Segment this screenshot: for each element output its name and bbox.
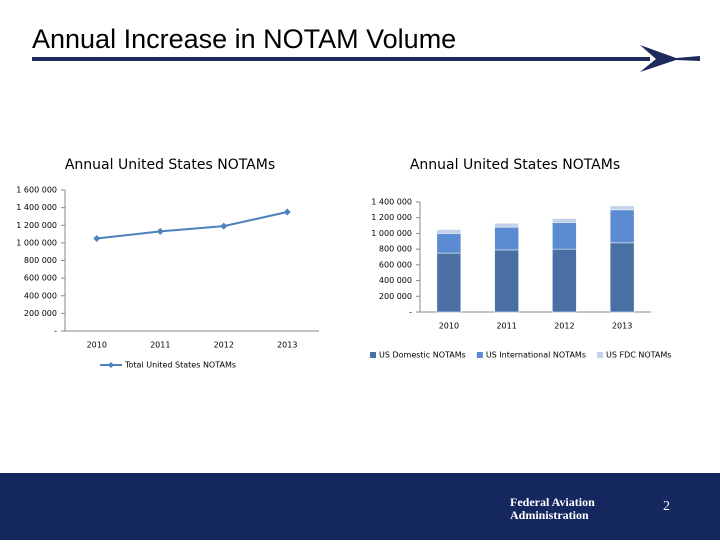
x-tick-label: 2012 xyxy=(214,341,234,350)
bar-segment xyxy=(494,226,519,251)
legend-label: Total United States NOTAMs xyxy=(124,361,236,370)
plane-arrow xyxy=(640,45,700,72)
legend-label: US Domestic NOTAMs xyxy=(379,351,466,360)
y-tick-label: - xyxy=(409,308,412,317)
y-tick-label: 1 200 000 xyxy=(16,221,57,230)
footer-text: Administration xyxy=(510,508,589,522)
footer-text: Federal Aviation xyxy=(510,495,595,509)
x-tick-label: 2011 xyxy=(496,322,516,331)
y-tick-label: 200 000 xyxy=(24,309,57,318)
legend-swatch xyxy=(370,352,376,358)
bar-segment xyxy=(436,252,462,313)
y-tick-label: 800 000 xyxy=(379,245,412,254)
bar-segment xyxy=(552,218,577,223)
marker xyxy=(156,227,164,235)
x-tick-label: 2010 xyxy=(439,322,459,331)
y-tick-label: 1 000 000 xyxy=(371,229,412,238)
y-tick-label: 600 000 xyxy=(24,274,57,283)
legend-swatch xyxy=(108,362,114,368)
y-tick-label: - xyxy=(54,327,57,336)
bar-segment xyxy=(609,242,635,313)
legend-swatch xyxy=(476,352,483,358)
chart-title: Annual United States NOTAMs xyxy=(410,157,620,173)
x-tick-label: 2011 xyxy=(150,341,170,350)
x-tick-label: 2013 xyxy=(612,322,632,331)
footer-band xyxy=(0,473,720,540)
y-tick-label: 200 000 xyxy=(379,292,412,301)
marker xyxy=(220,222,228,230)
x-tick-label: 2010 xyxy=(87,341,107,350)
page-number: 2 xyxy=(663,499,670,514)
bar-segment xyxy=(494,249,519,313)
bar-segment xyxy=(552,222,577,250)
marker xyxy=(93,234,101,242)
y-tick-label: 1 600 000 xyxy=(16,186,57,195)
y-tick-label: 1 200 000 xyxy=(371,213,412,222)
chart-title: Annual United States NOTAMs xyxy=(65,157,275,173)
slide-title: Annual Increase in NOTAM Volume xyxy=(32,24,456,54)
bar-segment xyxy=(609,209,635,244)
legend-label: US International NOTAMs xyxy=(486,351,586,360)
legend-label: US FDC NOTAMs xyxy=(606,351,671,360)
y-tick-label: 1 400 000 xyxy=(16,203,57,212)
y-tick-label: 800 000 xyxy=(24,256,57,265)
line xyxy=(96,211,288,240)
y-tick-label: 400 000 xyxy=(379,276,412,285)
x-tick-label: 2013 xyxy=(277,341,297,350)
y-tick-label: 400 000 xyxy=(24,291,57,300)
bar-segment xyxy=(436,229,462,234)
x-tick-label: 2012 xyxy=(554,322,574,331)
bar-segment xyxy=(609,205,635,211)
bar-segment xyxy=(552,248,577,313)
marker xyxy=(283,208,291,216)
bar-segment xyxy=(436,233,462,254)
y-tick-label: 600 000 xyxy=(379,260,412,269)
y-tick-label: 1 000 000 xyxy=(16,238,57,247)
legend-swatch xyxy=(596,352,603,358)
bar-segment xyxy=(494,222,519,228)
y-tick-label: 1 400 000 xyxy=(371,198,412,207)
